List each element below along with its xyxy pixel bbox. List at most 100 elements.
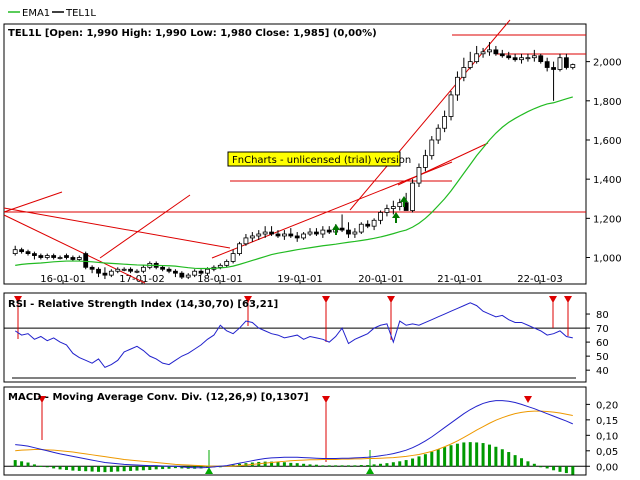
macd-signal-line bbox=[15, 410, 573, 467]
candle-body bbox=[307, 231, 313, 235]
candle-body bbox=[76, 257, 82, 260]
trend-line bbox=[3, 214, 146, 284]
macd-histogram-bar bbox=[39, 465, 43, 467]
watermark-box bbox=[227, 151, 401, 167]
candle-body bbox=[128, 268, 133, 272]
macd-panel: 0,00 0,05 0,10 0,15 0,20 bbox=[4, 396, 618, 475]
macd-histogram-bar bbox=[404, 460, 408, 467]
macd-histogram-bar bbox=[507, 452, 511, 467]
macd-histogram-bar bbox=[135, 466, 139, 471]
candle-body bbox=[326, 229, 332, 233]
legend-tel1l-label: TEL1L bbox=[65, 8, 96, 19]
candle-body bbox=[12, 249, 18, 254]
macd-histogram-bar bbox=[346, 465, 350, 467]
price-panel-title: TEL1L [Open: 1,990 High: 1,990 Low: 1,98… bbox=[8, 28, 377, 39]
price-x-tick-label: 22-01-03 bbox=[517, 274, 562, 285]
ema-line bbox=[15, 96, 573, 270]
rsi-y-tick-label: 50 bbox=[596, 352, 609, 363]
candle-body bbox=[281, 233, 287, 237]
macd-histogram-bar bbox=[417, 456, 421, 467]
candle-body bbox=[557, 57, 563, 70]
sell-marker-icon bbox=[387, 296, 395, 303]
candle-body bbox=[422, 155, 428, 168]
macd-histogram-bar bbox=[64, 466, 68, 470]
candle-body bbox=[83, 253, 89, 268]
macd-y-tick-label: 0,05 bbox=[596, 447, 618, 458]
macd-histogram-bar bbox=[526, 461, 530, 467]
macd-y-tick-label: 0,20 bbox=[596, 400, 618, 411]
trend-line bbox=[3, 191, 63, 213]
price-x-tick-label: 18-01-01 bbox=[197, 274, 242, 285]
candle-body bbox=[346, 229, 351, 235]
candle-body bbox=[570, 64, 576, 68]
rsi-panel-title: RSI - Relative Strength Index (14,30,70)… bbox=[8, 299, 278, 310]
trend-line bbox=[397, 142, 489, 186]
candle-body bbox=[352, 231, 358, 235]
rsi-y-tick-label: 40 bbox=[596, 366, 609, 377]
candle-body bbox=[525, 57, 531, 60]
macd-histogram-bar bbox=[321, 465, 325, 467]
candle-body bbox=[198, 270, 204, 274]
macd-y-tick-label: 0,15 bbox=[596, 416, 618, 427]
macd-histogram-bar bbox=[391, 462, 395, 467]
macd-histogram-bar bbox=[282, 462, 286, 467]
macd-histogram-bar bbox=[564, 466, 568, 474]
macd-histogram-bar bbox=[238, 463, 242, 467]
candle-body bbox=[275, 233, 281, 237]
macd-histogram-bar bbox=[295, 463, 299, 467]
macd-histogram-bar bbox=[148, 466, 152, 470]
trend-line bbox=[99, 194, 191, 259]
candle-body bbox=[531, 55, 537, 59]
price-x-tick-label: 16-01-01 bbox=[40, 274, 85, 285]
macd-histogram-bar bbox=[468, 442, 472, 467]
candle-body bbox=[410, 182, 415, 211]
candle-body bbox=[134, 270, 140, 273]
macd-histogram-bar bbox=[366, 465, 370, 467]
candle-body bbox=[506, 55, 512, 59]
macd-histogram-bar bbox=[84, 466, 88, 472]
macd-histogram-bar bbox=[109, 466, 113, 472]
macd-histogram-bar bbox=[455, 443, 459, 467]
macd-histogram-bar bbox=[430, 451, 434, 467]
candle-body bbox=[461, 67, 467, 78]
sell-marker-icon bbox=[14, 296, 22, 303]
candle-body bbox=[397, 202, 403, 207]
candle-body bbox=[435, 127, 441, 141]
macd-histogram-bar bbox=[327, 465, 331, 467]
price-x-tick-label: 20-01-01 bbox=[358, 274, 403, 285]
legend: EMA1 TEL1L bbox=[8, 8, 96, 19]
candle-body bbox=[563, 57, 569, 68]
macd-histogram-bar bbox=[513, 455, 517, 467]
rsi-y-tick-label: 70 bbox=[596, 324, 609, 335]
macd-histogram-bar bbox=[167, 466, 171, 469]
candle-body bbox=[416, 167, 422, 184]
macd-histogram-bar bbox=[289, 462, 293, 467]
macd-histogram-bar bbox=[302, 463, 306, 467]
macd-histogram-bar bbox=[90, 466, 94, 472]
macd-histogram-bar bbox=[353, 465, 357, 467]
price-x-tick-label: 17-01-02 bbox=[119, 274, 164, 285]
macd-histogram-bar bbox=[443, 447, 447, 467]
candle-body bbox=[538, 55, 544, 63]
candle-body bbox=[339, 227, 345, 231]
price-y-tick-label: 2,000 bbox=[593, 58, 622, 69]
price-y-tick-label: 1,400 bbox=[593, 175, 622, 186]
candle-body bbox=[51, 255, 57, 258]
candle-body bbox=[115, 268, 121, 272]
candle-body bbox=[256, 233, 262, 237]
macd-y-tick-label: 0,00 bbox=[596, 462, 618, 473]
sell-marker-icon bbox=[564, 296, 572, 303]
candle-body bbox=[378, 212, 383, 221]
macd-histogram-bar bbox=[103, 466, 107, 473]
macd-histogram-bar bbox=[314, 464, 318, 467]
macd-panel-title: MACD - Moving Average Conv. Div. (12,26,… bbox=[8, 392, 309, 403]
candle-body bbox=[493, 49, 499, 55]
macd-histogram-bar bbox=[571, 466, 575, 475]
candle-body bbox=[38, 255, 44, 258]
macd-histogram-bar bbox=[334, 465, 338, 467]
macd-histogram-bar bbox=[462, 442, 466, 467]
candle-body bbox=[551, 67, 556, 70]
candle-body bbox=[102, 272, 108, 276]
candle-body bbox=[390, 206, 396, 209]
candle-body bbox=[269, 231, 274, 235]
